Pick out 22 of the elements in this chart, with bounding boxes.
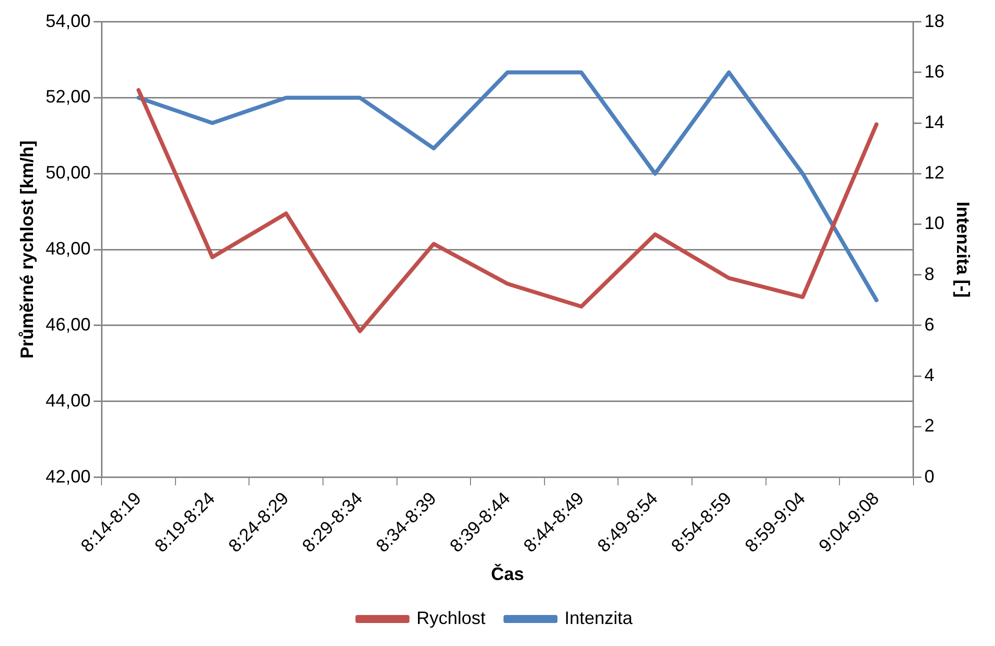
y2-tick-label: 2 — [924, 416, 934, 436]
legend-label: Intenzita — [564, 608, 634, 628]
y2-tick-label: 18 — [924, 10, 944, 31]
y2-tick-label: 16 — [924, 61, 944, 82]
y-tick-label: 42,00 — [46, 466, 91, 486]
y2-tick-label: 0 — [924, 466, 934, 486]
legend-label: Rychlost — [416, 608, 486, 628]
y2-tick-label: 10 — [924, 213, 944, 234]
y2-axis-title: Intenzita [-] — [953, 202, 974, 298]
y-axis-title: Průměrné rychlost [km/h] — [16, 140, 37, 359]
y2-tick-label: 8 — [924, 264, 934, 284]
y2-tick-label: 4 — [924, 365, 934, 386]
y2-tick-label: 14 — [924, 112, 944, 132]
y-tick-label: 46,00 — [46, 314, 91, 334]
y2-tick-label: 6 — [924, 314, 934, 334]
y-tick-label: 48,00 — [46, 238, 91, 259]
y2-tick-label: 12 — [924, 162, 944, 183]
y-tick-label: 52,00 — [46, 86, 91, 107]
y-tick-label: 50,00 — [46, 162, 91, 183]
y-tick-label: 44,00 — [46, 390, 91, 410]
y-tick-label: 54,00 — [46, 10, 91, 31]
x-axis-title: Čas — [490, 563, 524, 584]
